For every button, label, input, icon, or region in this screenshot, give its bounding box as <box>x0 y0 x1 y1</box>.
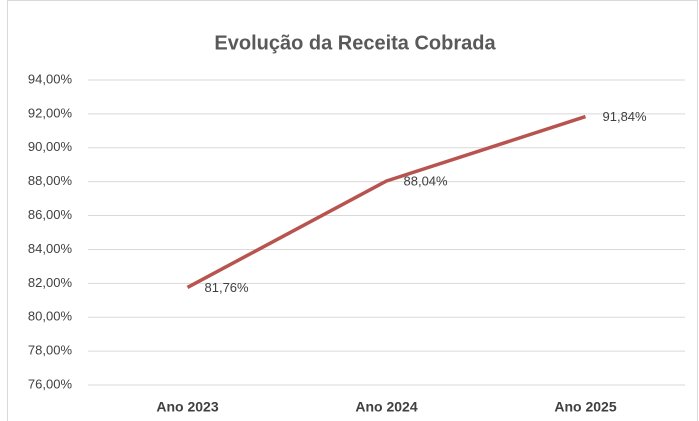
y-tick-label: 80,00% <box>28 309 73 324</box>
y-tick-label: 78,00% <box>28 343 73 358</box>
x-tick-label: Ano 2024 <box>355 399 417 415</box>
y-tick-label: 82,00% <box>28 275 73 290</box>
data-label: 91,84% <box>603 109 648 124</box>
x-tick-label: Ano 2023 <box>156 399 218 415</box>
y-tick-label: 76,00% <box>28 376 73 391</box>
data-label: 88,04% <box>404 173 449 188</box>
y-tick-label: 84,00% <box>28 241 73 256</box>
data-label: 81,76% <box>205 280 250 295</box>
data-line <box>186 114 587 289</box>
chart-title: Evolução da Receita Cobrada <box>214 32 496 54</box>
x-tick-label: Ano 2025 <box>554 399 616 415</box>
y-tick-label: 90,00% <box>28 139 73 154</box>
y-tick-label: 86,00% <box>28 207 73 222</box>
y-tick-label: 92,00% <box>28 105 73 120</box>
y-tick-label: 94,00% <box>28 71 73 86</box>
y-tick-label: 88,00% <box>28 173 73 188</box>
chart-border <box>7 0 698 421</box>
